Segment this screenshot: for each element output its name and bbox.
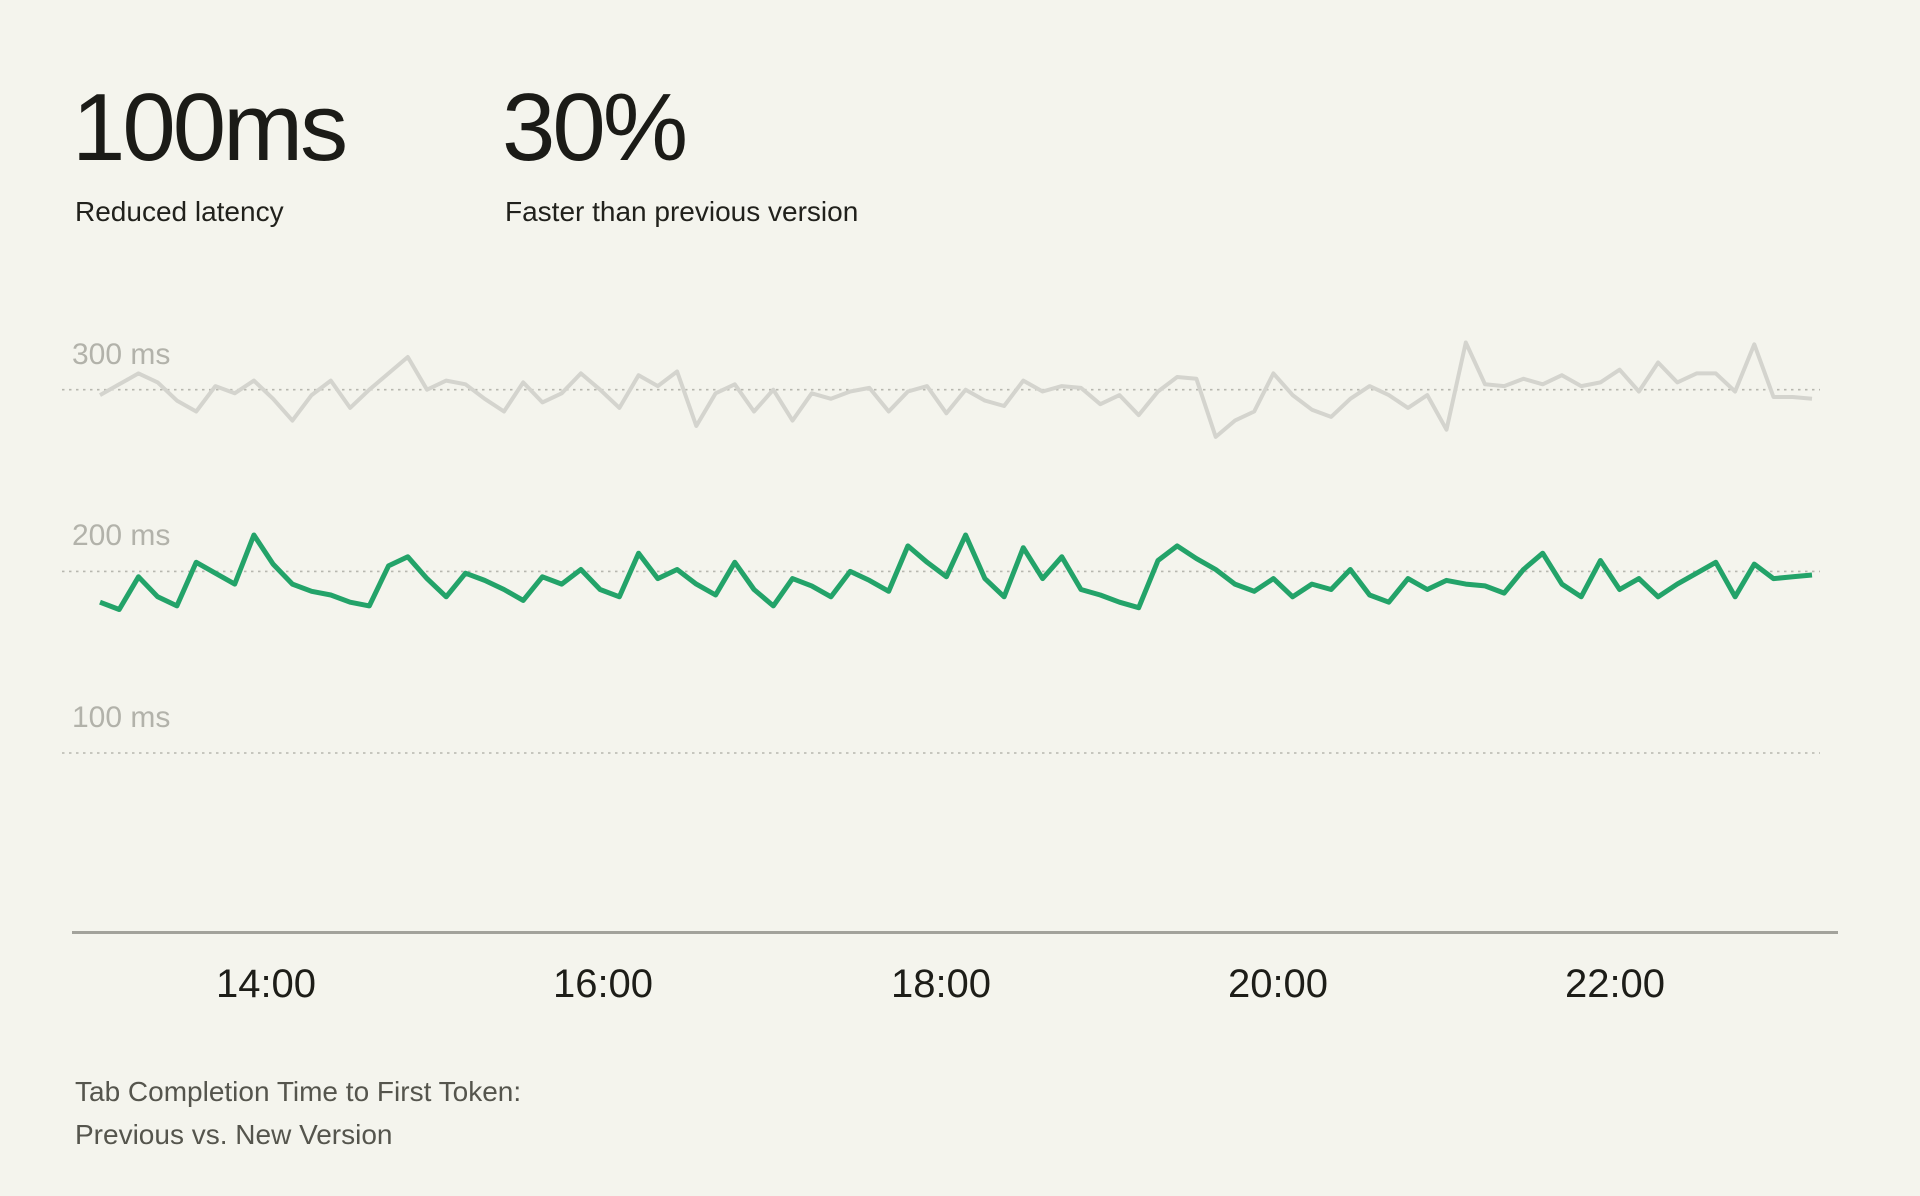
stat-value-reduced-latency: 100ms [72,74,348,181]
chart-caption-line-2: Previous vs. New Version [75,1119,393,1150]
y-tick-label-300: 300 ms [72,338,171,371]
x-tick-label-1800: 18:00 [890,962,992,1006]
y-tick-label-100: 100 ms [72,701,171,734]
chart-caption-line-1: Tab Completion Time to First Token: [75,1076,522,1107]
x-tick-label-1400: 14:00 [215,962,317,1006]
stat-label-reduced-latency: Reduced latency [75,196,284,227]
chart-caption: Tab Completion Time to First Token: Prev… [75,1070,521,1156]
x-tick-label-2000: 20:00 [1227,962,1329,1006]
x-axis-line [72,931,1838,934]
stat-value-faster-percentage: 30% [502,74,688,181]
x-tick-label-1600: 16:00 [552,962,654,1006]
series-line-previous-version [99,340,1813,439]
x-tick-label-2200: 22:00 [1564,962,1666,1006]
stat-label-faster-percentage: Faster than previous version [505,196,859,227]
series-line-new-version [99,532,1813,612]
y-tick-label-200: 200 ms [72,519,171,552]
